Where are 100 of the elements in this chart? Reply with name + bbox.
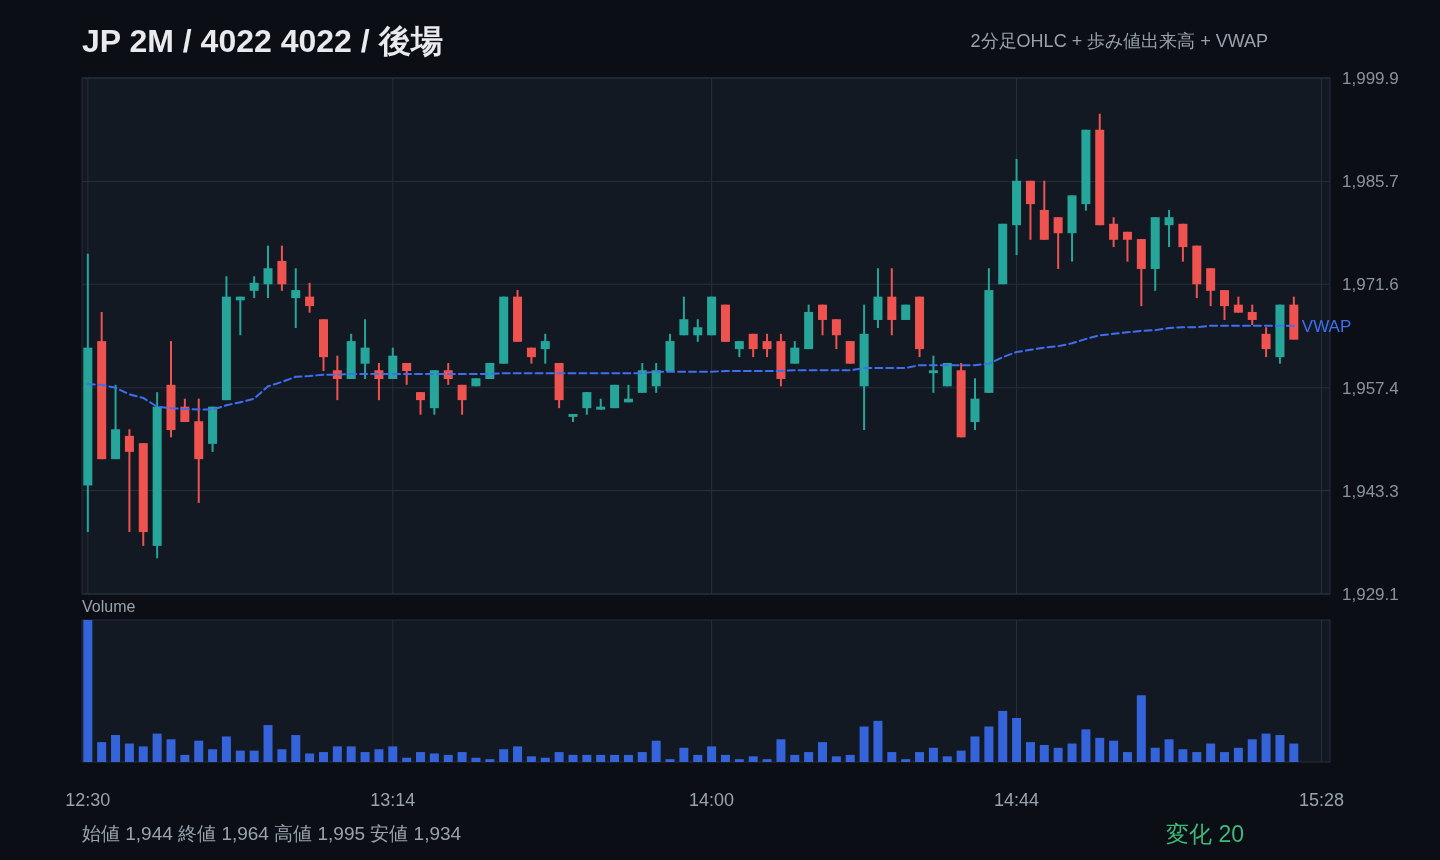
bar xyxy=(540,757,550,762)
bar xyxy=(970,736,980,762)
y-tick-label: 1,957.4 xyxy=(1342,378,1399,398)
bar xyxy=(596,754,606,762)
candlestick xyxy=(831,318,841,351)
candlestick xyxy=(1025,179,1035,241)
bar xyxy=(748,756,758,762)
bar xyxy=(457,752,467,762)
candlestick xyxy=(1122,230,1132,263)
bar xyxy=(1053,747,1063,762)
candlestick xyxy=(1247,303,1257,327)
bar xyxy=(1289,743,1299,762)
candlestick xyxy=(873,267,883,329)
bar xyxy=(610,754,620,762)
bar xyxy=(651,740,661,762)
bar xyxy=(1039,744,1049,762)
bar xyxy=(1109,740,1119,762)
bar xyxy=(124,743,134,762)
bar xyxy=(1275,735,1285,762)
bar xyxy=(526,756,536,762)
y-tick-label: 1,943.3 xyxy=(1342,481,1399,501)
bar xyxy=(1206,743,1216,762)
candlestick xyxy=(790,340,800,365)
bar xyxy=(928,747,938,762)
bar xyxy=(332,746,342,762)
candlestick xyxy=(928,354,938,394)
y-tick-label: 1,929.1 xyxy=(1342,585,1399,604)
bar xyxy=(1081,729,1091,762)
bar xyxy=(1067,743,1077,762)
candlestick xyxy=(679,295,689,337)
bar xyxy=(831,756,841,762)
candlestick xyxy=(693,318,703,343)
bar xyxy=(693,754,703,762)
bar xyxy=(221,736,231,762)
candlestick xyxy=(818,303,828,337)
bar xyxy=(734,759,744,762)
bar xyxy=(1122,752,1132,762)
bar xyxy=(873,720,883,762)
bar xyxy=(845,754,855,762)
text: 変化 20 xyxy=(1166,821,1244,847)
bar xyxy=(915,752,925,762)
bar xyxy=(804,752,814,762)
candlestick xyxy=(249,275,259,300)
bar xyxy=(998,710,1008,762)
candlestick xyxy=(416,391,426,416)
bar xyxy=(1164,739,1174,762)
bar xyxy=(194,740,204,762)
bar xyxy=(83,620,93,762)
bar xyxy=(235,750,245,762)
bar xyxy=(360,752,370,762)
candlestick xyxy=(457,383,467,416)
bar xyxy=(1261,733,1271,762)
bar xyxy=(762,759,772,762)
candlestick xyxy=(845,340,855,365)
series-label: VWAP xyxy=(1301,316,1352,336)
x-tick-label: 14:00 xyxy=(689,790,735,810)
bar xyxy=(416,752,426,762)
bar xyxy=(513,746,523,762)
chart-title: JP 2M / 4022 4022 / 後場 xyxy=(82,23,443,59)
candlestick xyxy=(263,244,273,300)
bar xyxy=(97,742,107,762)
y-tick-label: 1,985.7 xyxy=(1342,172,1399,192)
candlestick xyxy=(651,361,661,394)
bar xyxy=(180,754,190,762)
bar xyxy=(665,759,675,762)
bar xyxy=(402,757,412,762)
bar xyxy=(208,749,218,762)
bar xyxy=(499,749,509,762)
bar xyxy=(582,754,592,762)
bar xyxy=(623,754,633,762)
chart-title: Volume xyxy=(82,598,136,615)
y-tick-label: 1,999.9 xyxy=(1342,69,1399,88)
bar xyxy=(277,749,287,762)
candlestick xyxy=(1164,208,1174,249)
bar xyxy=(942,756,952,762)
bar xyxy=(263,725,273,762)
bar xyxy=(388,746,398,762)
bar xyxy=(443,754,453,762)
bar xyxy=(956,750,966,762)
x-tick-label: 14:44 xyxy=(994,790,1040,810)
candlestick xyxy=(1220,289,1229,321)
bar xyxy=(346,746,356,762)
bar xyxy=(1178,749,1188,762)
bar xyxy=(984,726,994,762)
bar xyxy=(138,746,148,762)
candlestick xyxy=(582,391,592,416)
candlestick xyxy=(887,267,897,337)
candlestick xyxy=(360,318,370,380)
bar xyxy=(859,726,869,762)
bar xyxy=(1095,737,1105,762)
bar xyxy=(1192,752,1202,762)
bar xyxy=(720,754,730,762)
candlestick xyxy=(291,267,301,329)
bar xyxy=(679,747,689,762)
bar xyxy=(471,757,481,762)
candlestick xyxy=(1261,326,1271,359)
candlestick xyxy=(1109,216,1119,249)
bar xyxy=(707,746,717,762)
bar xyxy=(1012,717,1022,762)
bar xyxy=(1233,747,1243,762)
